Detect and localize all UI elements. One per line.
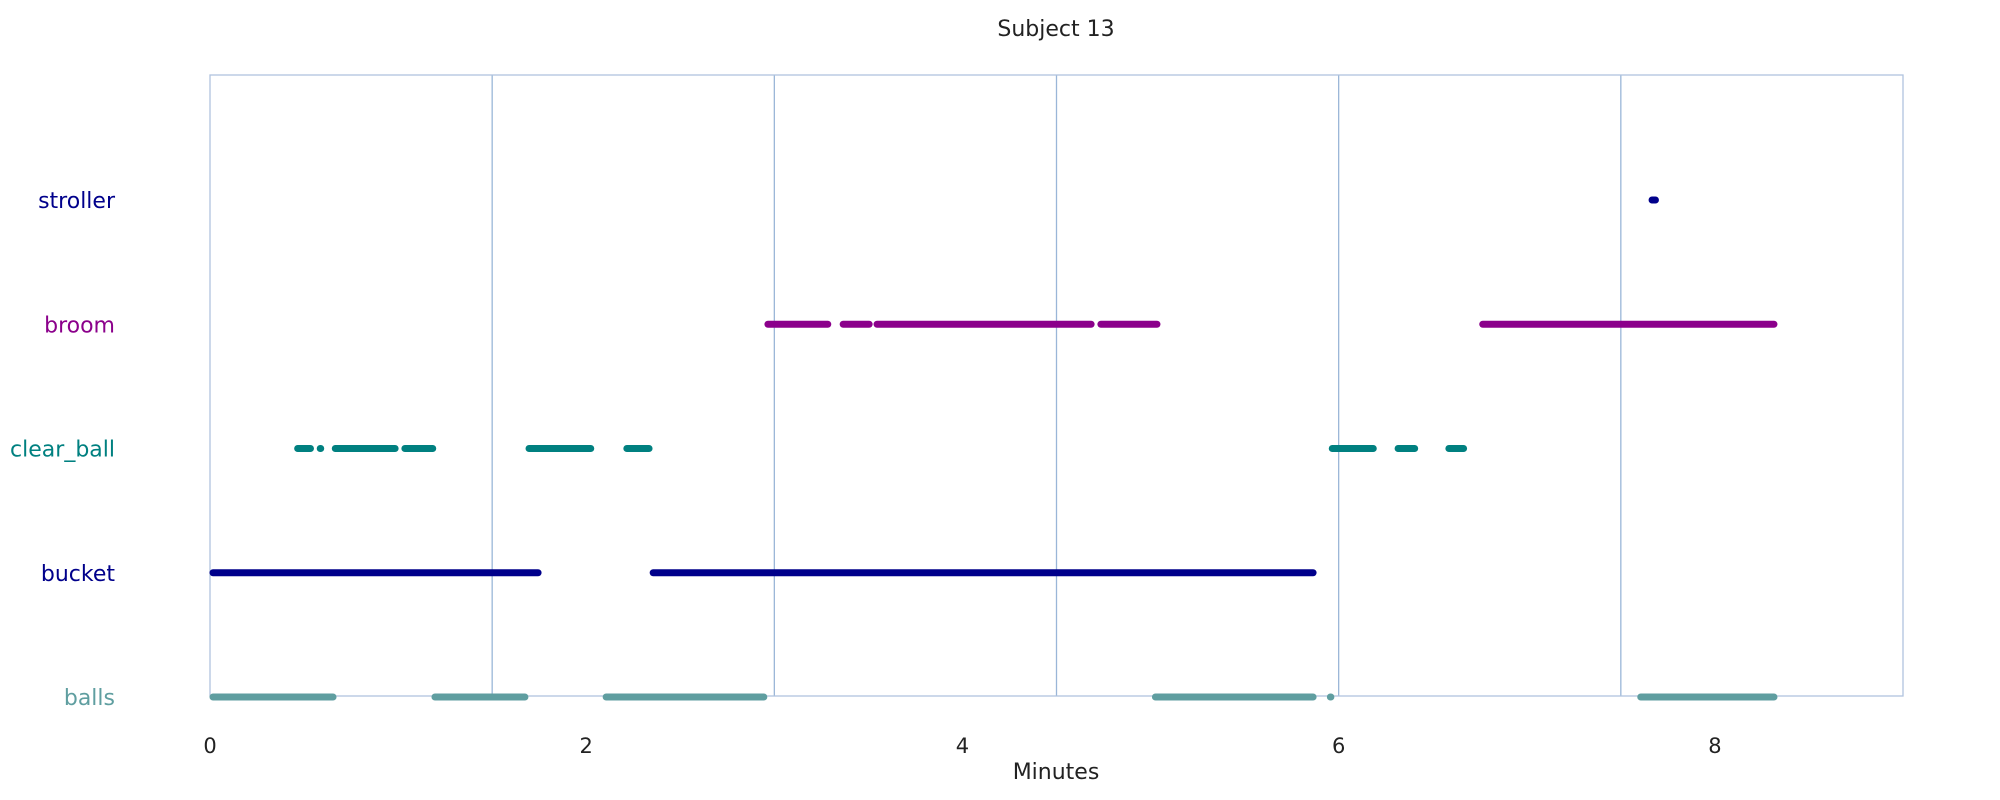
x-axis-label: Minutes (1013, 760, 1100, 785)
timeline-segments (209, 196, 1778, 701)
x-tick-label-6: 6 (1332, 734, 1345, 758)
vertical-lines (491, 75, 1622, 696)
category-label-stroller: stroller (38, 189, 116, 214)
category-label-balls: balls (64, 686, 115, 711)
x-tick-label-4: 4 (956, 734, 969, 758)
x-tick-label-8: 8 (1708, 734, 1721, 758)
chart-title: Subject 13 (997, 17, 1114, 42)
x-tick-label-2: 2 (580, 734, 593, 758)
category-label-clear_ball: clear_ball (10, 438, 115, 463)
x-axis-ticks: 0 2 4 6 8 (203, 734, 1721, 758)
category-label-broom: broom (44, 313, 115, 338)
plot-frame (209, 74, 1904, 697)
x-tick-label-0: 0 (203, 734, 216, 758)
category-label-bucket: bucket (41, 562, 115, 587)
